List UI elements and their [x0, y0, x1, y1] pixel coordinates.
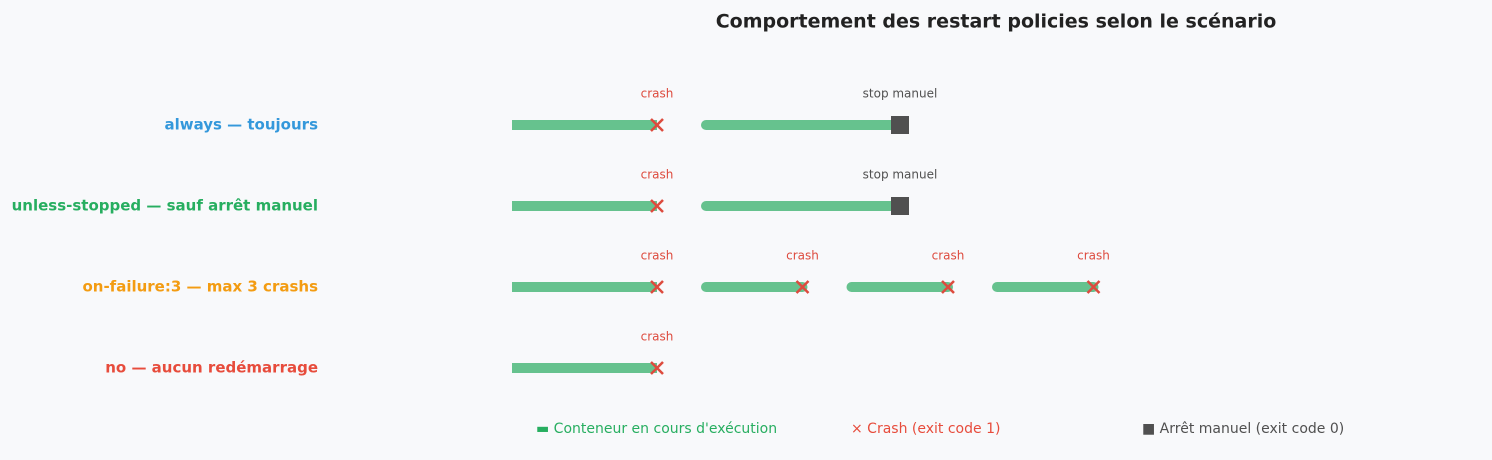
stop-marker — [891, 197, 909, 215]
crash-marker — [650, 280, 664, 294]
event-label: stop manuel — [863, 168, 938, 182]
legend-label: ■ Arrêt manuel (exit code 0) — [1142, 421, 1344, 437]
crash-marker — [650, 361, 664, 375]
crash-marker — [941, 280, 955, 294]
crash-marker — [650, 118, 664, 132]
chart-title: Comportement des restart policies selon … — [716, 11, 1277, 33]
legend-label: ▬ Conteneur en cours d'exécution — [536, 421, 777, 437]
event-label: crash — [1077, 249, 1110, 263]
row-label: unless-stopped — sauf arrêt manuel — [12, 197, 318, 215]
event-label: crash — [641, 87, 674, 101]
event-label: crash — [641, 249, 674, 263]
row-label: always — toujours — [164, 116, 318, 134]
event-label: crash — [641, 330, 674, 344]
event-label: crash — [786, 249, 819, 263]
legend-label: × Crash (exit code 1) — [851, 421, 1000, 437]
row-label: no — aucun redémarrage — [105, 359, 318, 377]
row-label: on-failure:3 — max 3 crashs — [82, 278, 318, 296]
event-label: stop manuel — [863, 87, 938, 101]
event-label: crash — [641, 168, 674, 182]
event-label: crash — [932, 249, 965, 263]
crash-marker — [650, 199, 664, 213]
stop-marker — [891, 116, 909, 134]
crash-marker — [1086, 280, 1101, 294]
crash-marker — [795, 280, 810, 294]
